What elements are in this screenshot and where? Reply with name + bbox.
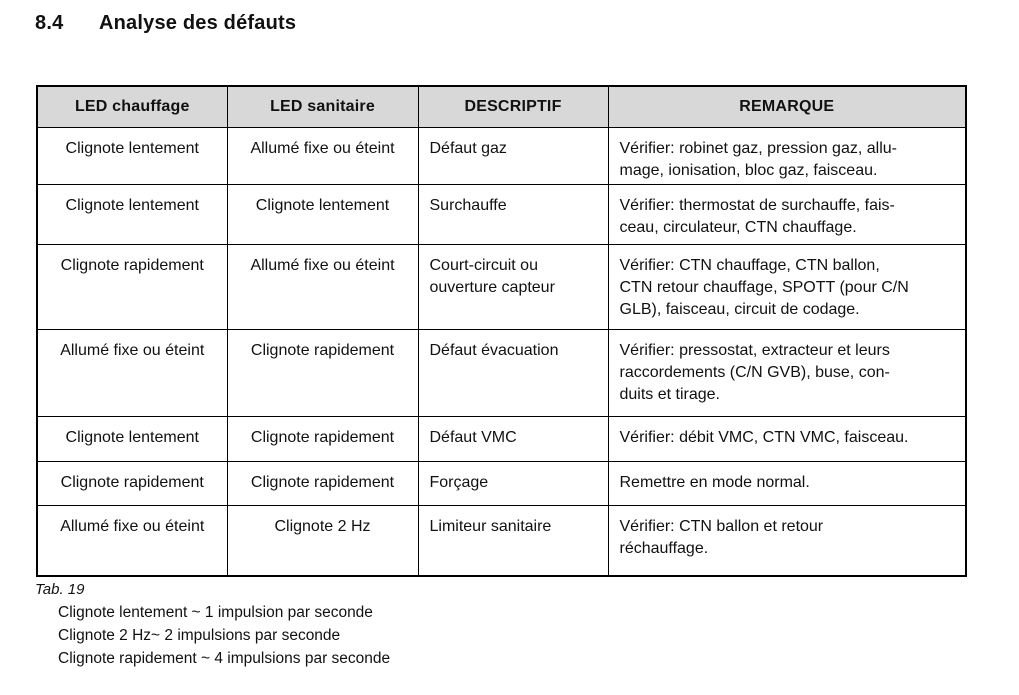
legend: Clignote lentement ~ 1 impulsion par sec… bbox=[58, 601, 390, 670]
cell-led-sanitaire: Clignote rapidement bbox=[226, 328, 419, 417]
section-heading: 8.4 Analyse des défauts bbox=[35, 12, 296, 35]
cell-descriptif: Court-circuit ou ouverture capteur bbox=[417, 243, 609, 330]
cell-descriptif: Forçage bbox=[417, 460, 609, 506]
cell-led-chauffage: Allumé fixe ou éteint bbox=[36, 328, 228, 417]
cell-remarque: Vérifier: thermostat de surchauffe, fais… bbox=[607, 183, 967, 245]
cell-led-chauffage: Clignote lentement bbox=[36, 126, 228, 185]
cell-remarque: Vérifier: pressostat, extracteur et leur… bbox=[607, 328, 967, 417]
legend-line-clignote-rapidement: Clignote rapidement ~ 4 impulsions par s… bbox=[58, 650, 391, 667]
cell-led-chauffage: Clignote rapidement bbox=[36, 243, 228, 330]
cell-descriptif: Limiteur sanitaire bbox=[417, 504, 609, 577]
cell-led-chauffage: Clignote lentement bbox=[36, 183, 228, 245]
table-row: Allumé fixe ou éteint Clignote 2 Hz Limi… bbox=[36, 504, 967, 577]
table-caption: Tab. 19 bbox=[35, 581, 85, 598]
table-row: Clignote lentement Clignote lentement Su… bbox=[36, 183, 967, 245]
table-row: Clignote lentement Clignote rapidement D… bbox=[36, 415, 967, 462]
cell-remarque: Vérifier: CTN ballon et retour réchauffa… bbox=[607, 504, 967, 577]
cell-led-sanitaire: Allumé fixe ou éteint bbox=[226, 126, 419, 185]
table-row: Clignote lentement Allumé fixe ou éteint… bbox=[36, 126, 967, 185]
cell-descriptif: Défaut VMC bbox=[417, 415, 609, 462]
cell-descriptif: Surchauffe bbox=[417, 183, 609, 245]
page-title: Analyse des défauts bbox=[99, 12, 297, 34]
column-header-remarque: REMARQUE bbox=[607, 85, 967, 128]
legend-line-clignote-2hz: Clignote 2 Hz~ 2 impulsions par seconde bbox=[58, 627, 341, 644]
cell-led-chauffage: Clignote lentement bbox=[36, 415, 228, 462]
cell-descriptif: Défaut évacuation bbox=[417, 328, 609, 417]
column-header-led-sanitaire: LED sanitaire bbox=[226, 85, 419, 128]
cell-remarque: Vérifier: CTN chauffage, CTN ballon, CTN… bbox=[607, 243, 967, 330]
table-row: Clignote rapidement Clignote rapidement … bbox=[36, 460, 967, 506]
cell-remarque: Remettre en mode normal. bbox=[607, 460, 967, 506]
cell-led-chauffage: Allumé fixe ou éteint bbox=[36, 504, 228, 577]
cell-led-sanitaire: Clignote 2 Hz bbox=[226, 504, 419, 577]
column-header-led-chauffage: LED chauffage bbox=[36, 85, 228, 128]
cell-descriptif: Défaut gaz bbox=[417, 126, 609, 185]
cell-led-sanitaire: Clignote rapidement bbox=[226, 460, 419, 506]
section-number: 8.4 bbox=[35, 12, 64, 34]
cell-led-sanitaire: Allumé fixe ou éteint bbox=[226, 243, 419, 330]
cell-led-sanitaire: Clignote lentement bbox=[226, 183, 419, 245]
cell-led-sanitaire: Clignote rapidement bbox=[226, 415, 419, 462]
cell-remarque: Vérifier: débit VMC, CTN VMC, faisceau. bbox=[607, 415, 967, 462]
legend-line-clignote-lentement: Clignote lentement ~ 1 impulsion par sec… bbox=[58, 604, 373, 621]
fault-analysis-table: LED chauffage LED sanitaire DESCRIPTIF R… bbox=[36, 85, 967, 577]
table-header-row: LED chauffage LED sanitaire DESCRIPTIF R… bbox=[36, 85, 967, 128]
table-row: Clignote rapidement Allumé fixe ou étein… bbox=[36, 243, 967, 330]
column-header-descriptif: DESCRIPTIF bbox=[417, 85, 609, 128]
cell-remarque: Vérifier: robinet gaz, pression gaz, all… bbox=[607, 126, 967, 185]
cell-led-chauffage: Clignote rapidement bbox=[36, 460, 228, 506]
table-row: Allumé fixe ou éteint Clignote rapidemen… bbox=[36, 328, 967, 417]
